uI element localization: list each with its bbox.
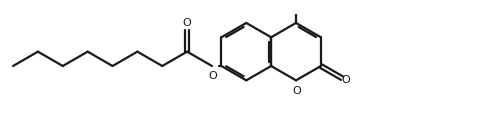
Text: O: O: [292, 86, 301, 96]
Text: O: O: [183, 18, 191, 28]
Text: O: O: [208, 71, 217, 81]
Text: O: O: [341, 75, 350, 85]
